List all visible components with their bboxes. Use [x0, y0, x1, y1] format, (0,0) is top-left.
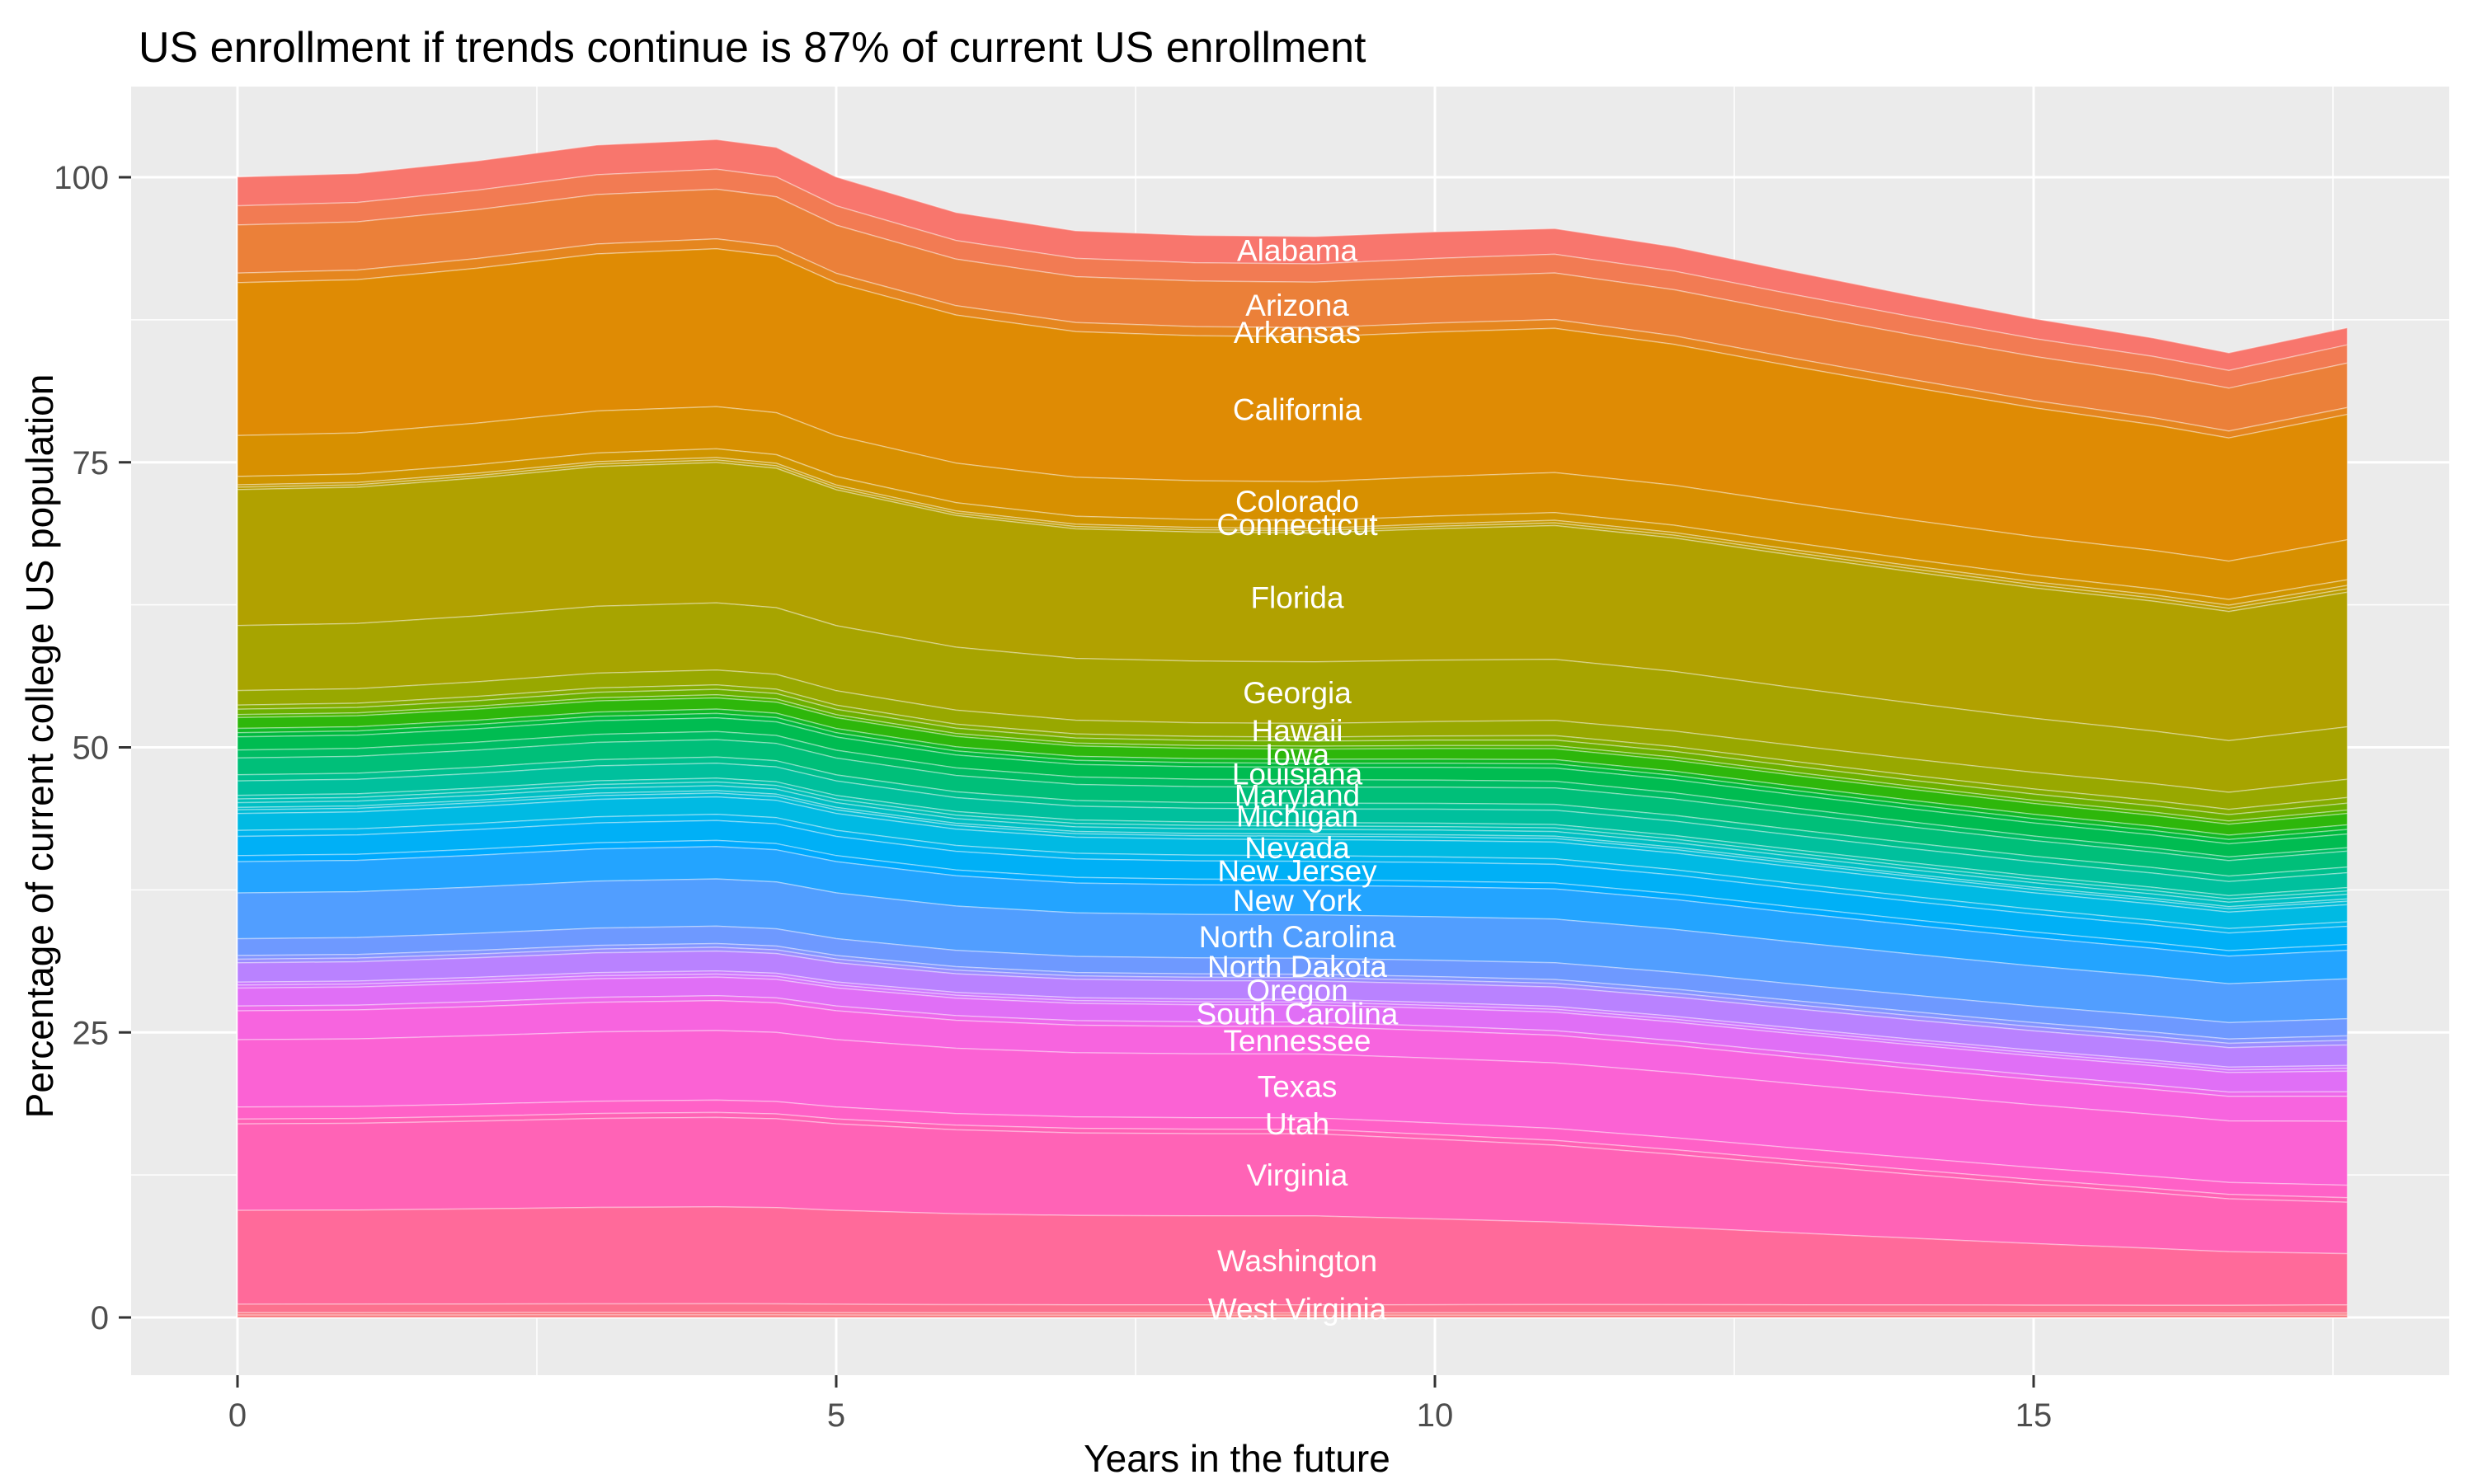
band-label-utah: Utah	[1265, 1107, 1329, 1141]
band-label-north-dakota: North Dakota	[1207, 950, 1387, 984]
band-unlabeled	[237, 1314, 2349, 1318]
band-label-washington: Washington	[1217, 1244, 1377, 1278]
band-label-new-york: New York	[1233, 884, 1362, 918]
band-label-oregon: Oregon	[1246, 974, 1348, 1007]
x-tick-label: 15	[2015, 1397, 2053, 1434]
band-label-west-virginia: West Virginia	[1208, 1293, 1387, 1327]
y-axis-title: Percentage of current college US populat…	[18, 373, 61, 1119]
x-tick-label: 0	[228, 1397, 247, 1434]
band-label-alabama: Alabama	[1237, 234, 1357, 268]
y-tick-label: 100	[54, 160, 109, 196]
band-label-hawaii: Hawaii	[1251, 714, 1343, 748]
y-tick-label: 50	[73, 730, 110, 767]
band-label-virginia: Virginia	[1247, 1158, 1348, 1192]
band-label-connecticut: Connecticut	[1216, 508, 1378, 542]
band-label-nevada: Nevada	[1244, 831, 1350, 865]
x-axis-title: Years in the future	[1084, 1437, 1390, 1480]
band-label-new-jersey: New Jersey	[1217, 854, 1377, 888]
x-tick-label: 10	[1417, 1397, 1454, 1434]
chart-title: US enrollment if trends continue is 87% …	[139, 24, 1366, 72]
band-label-south-carolina: South Carolina	[1197, 997, 1399, 1031]
band-label-iowa: Iowa	[1265, 738, 1330, 772]
band-label-michigan: Michigan	[1236, 799, 1358, 833]
band-label-maryland: Maryland	[1235, 779, 1360, 813]
band-label-texas: Texas	[1258, 1069, 1338, 1103]
y-tick-label: 75	[73, 445, 110, 481]
y-tick-label: 25	[73, 1015, 110, 1051]
x-tick-label: 5	[827, 1397, 845, 1434]
band-label-georgia: Georgia	[1243, 676, 1352, 710]
band-label-arizona: Arizona	[1245, 289, 1349, 322]
band-label-north-carolina: North Carolina	[1199, 920, 1396, 954]
band-label-tennessee: Tennessee	[1224, 1024, 1371, 1058]
band-label-california: California	[1233, 392, 1362, 426]
band-label-florida: Florida	[1250, 581, 1344, 615]
band-label-colorado: Colorado	[1235, 485, 1359, 519]
y-tick-label: 0	[91, 1300, 109, 1336]
band-label-arkansas: Arkansas	[1234, 316, 1361, 350]
band-label-louisiana: Louisiana	[1232, 757, 1363, 791]
